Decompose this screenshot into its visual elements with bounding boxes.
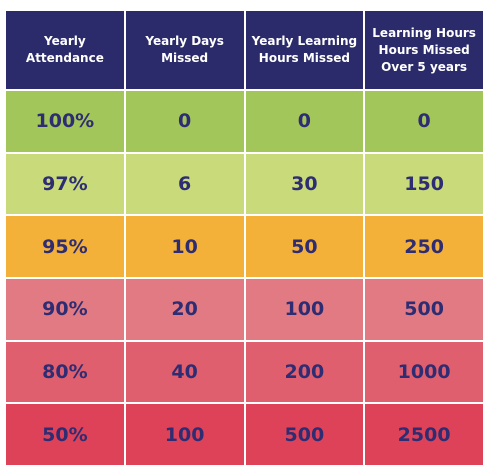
attendance-table-container: Yearly Attendance Yearly Days Missed Yea… [4, 9, 485, 467]
table-row: 90% 20 100 500 [6, 278, 483, 340]
five-year-hours-cell: 500 [365, 278, 483, 340]
five-year-hours-cell: 250 [365, 216, 483, 277]
header-text-line: Missed [161, 51, 209, 65]
hours-missed-cell: 500 [245, 404, 364, 465]
header-text-line: Yearly Learning [251, 34, 358, 48]
hours-missed-cell: 200 [245, 341, 364, 403]
attendance-cell: 97% [6, 153, 124, 215]
days-missed-cell: 10 [125, 216, 244, 277]
header-text-line: Attendance [25, 51, 104, 65]
table-row: 95% 10 50 250 [6, 216, 483, 277]
days-missed-cell: 0 [125, 91, 244, 152]
hours-missed-cell: 30 [245, 153, 364, 215]
days-missed-cell: 40 [125, 341, 244, 403]
header-text-line: Hours Missed [258, 51, 350, 65]
five-year-hours-cell: 150 [365, 153, 483, 215]
hours-missed-cell: 50 [245, 216, 364, 277]
table-header: Yearly Attendance Yearly Days Missed Yea… [6, 11, 483, 89]
attendance-cell: 90% [6, 278, 124, 340]
table-row: 100% 0 0 0 [6, 91, 483, 152]
header-text-line: Hours Missed [378, 42, 470, 57]
hours-missed-cell: 100 [245, 278, 364, 340]
header-yearly-attendance: Yearly Attendance [6, 11, 124, 89]
attendance-cell: 50% [6, 404, 124, 465]
header-text-line: Over 5 years [381, 59, 468, 74]
table-row: 97% 6 30 150 [6, 153, 483, 215]
attendance-table: Yearly Attendance Yearly Days Missed Yea… [4, 9, 485, 467]
five-year-hours-cell: 1000 [365, 341, 483, 403]
table-row: 50% 100 500 2500 [6, 404, 483, 465]
header-hours-missed-5-years: Learning Hours Hours Missed Over 5 years [365, 11, 483, 89]
days-missed-cell: 6 [125, 153, 244, 215]
table-row: 80% 40 200 1000 [6, 341, 483, 403]
table-body: 100% 0 0 0 97% 6 30 150 95% 10 50 250 90… [6, 91, 483, 465]
header-yearly-days-missed: Yearly Days Missed [125, 11, 244, 89]
attendance-cell: 100% [6, 91, 124, 152]
header-row: Yearly Attendance Yearly Days Missed Yea… [6, 11, 483, 89]
days-missed-cell: 20 [125, 278, 244, 340]
header-text-line: Learning Hours [372, 25, 476, 40]
five-year-hours-cell: 0 [365, 91, 483, 152]
attendance-cell: 80% [6, 341, 124, 403]
attendance-cell: 95% [6, 216, 124, 277]
five-year-hours-cell: 2500 [365, 404, 483, 465]
days-missed-cell: 100 [125, 404, 244, 465]
header-text-line: Yearly Days [145, 34, 224, 48]
header-yearly-learning-hours-missed: Yearly Learning Hours Missed [245, 11, 364, 89]
header-text-line: Yearly [44, 34, 86, 48]
hours-missed-cell: 0 [245, 91, 364, 152]
